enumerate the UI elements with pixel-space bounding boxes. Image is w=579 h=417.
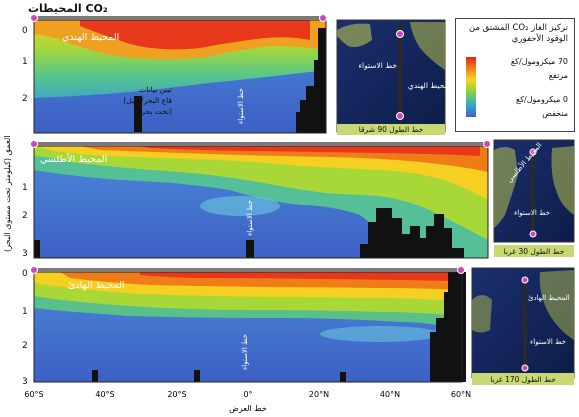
indian-equator-label: خط الاستواء <box>237 88 245 124</box>
lat-tick-60s: 60°S <box>24 390 43 399</box>
atlantic-top-bar <box>34 142 488 146</box>
depth-axis-label: العمق (كيلومتر تحت مستوى البحر) <box>3 136 12 252</box>
indian-panel-name: المحيط الهندي <box>62 32 119 43</box>
atlantic-ridge <box>360 208 464 258</box>
pacific-red-layer <box>140 272 455 281</box>
pacific-depth-tick-0: 0 <box>22 269 28 279</box>
pacific-top-bar <box>34 268 462 272</box>
indian-start-marker <box>30 14 38 22</box>
pacific-map-caption: خط الطول 170 غربا <box>490 375 556 384</box>
atlantic-panel-name: المحيط الأطلسي <box>40 153 107 165</box>
atlantic-ocean-panel: المحيط الأطلسي 1 2 3 خط الاستواء العمق (… <box>3 136 575 259</box>
indian-ocean-panel: المحيط الهندي 0 1 2 خط الاستواء تبين بيا… <box>22 14 453 135</box>
lat-tick-40n: 40°N <box>380 390 400 399</box>
latitude-axis: 60°S 40°S 20°S 0° 20°N 40°N 60°N خط العر… <box>24 390 471 413</box>
indian-depth-tick-0: 0 <box>22 26 28 36</box>
atlantic-depth-tick-1: 1 <box>22 183 28 193</box>
pacific-equator-label: خط الاستواء <box>241 334 249 370</box>
indian-map-caption-box <box>337 124 445 135</box>
atlantic-red-layer <box>140 146 480 156</box>
indian-coastline <box>296 28 326 133</box>
indian-annotation-1: تبين بيانات <box>139 85 172 94</box>
pacific-coastline <box>430 272 466 382</box>
pacific-panel-name: المحيط الهادئ <box>68 280 125 291</box>
lat-tick-20s: 20°S <box>167 390 186 399</box>
atlantic-map-caption: خط الطول 30 غربا <box>504 247 565 256</box>
indian-red-layer <box>80 20 310 50</box>
lat-tick-40s: 40°S <box>95 390 114 399</box>
pacific-ocean-panel: المحيط الهادئ 0 1 2 3 خط الاستواء المحيط… <box>22 266 575 387</box>
pacific-depth-tick-1: 1 <box>22 307 28 317</box>
indian-depth-tick-1: 1 <box>22 57 28 67</box>
legend-box: تركيز الغاز CO₂ المشتق من الوقود الأحفور… <box>455 18 575 132</box>
indian-map-caption: خط الطول 90 شرقا <box>359 125 424 134</box>
legend-color-bar <box>466 57 476 117</box>
indian-map-meridian <box>398 22 402 118</box>
indian-seamount <box>134 96 142 132</box>
atlantic-map-equator-label: خط الاستواء <box>514 209 550 217</box>
legend-low-label: منخفض <box>542 109 568 118</box>
atlantic-depth-tick-3: 3 <box>22 249 28 259</box>
indian-annotation-3: تحت بحري) <box>135 107 172 116</box>
pacific-map-ocean-label: المحيط الهادئ <box>528 294 570 302</box>
latitude-axis-label: خط العرض <box>229 404 267 413</box>
atlantic-yellow-layer <box>34 146 488 200</box>
legend-high-label: مرتفع <box>548 71 568 80</box>
indian-top-bar <box>34 16 326 20</box>
pacific-depth-tick-2: 2 <box>22 341 28 351</box>
lat-tick-20n: 20°N <box>309 390 329 399</box>
figure-title: CO₂ المحيطات <box>28 2 108 15</box>
indian-map-ocean-label: المحيط الهندي <box>408 81 453 90</box>
atlantic-depth-tick-2: 2 <box>22 211 28 221</box>
indian-depth-tick-2: 2 <box>22 94 28 104</box>
pacific-depth-tick-3: 3 <box>22 377 28 387</box>
legend-title: تركيز الغاز CO₂ المشتق من الوقود الأحفور… <box>468 23 568 44</box>
lat-tick-0: 0° <box>243 390 252 399</box>
atlantic-equator-label: خط الاستواء <box>246 200 254 236</box>
indian-end-marker <box>319 14 327 22</box>
lat-tick-60n: 60°N <box>451 390 471 399</box>
pacific-map-equator-label: خط الاستواء <box>530 338 566 346</box>
legend-low-value: 0 ميكرومول/كغ <box>515 95 568 104</box>
legend-high-value: 70 ميكرومول/كغ <box>510 57 568 66</box>
indian-annotation-2: (قاع البحر/ جبل <box>123 96 172 105</box>
indian-map-equator-label: خط الاستواء <box>358 61 397 70</box>
